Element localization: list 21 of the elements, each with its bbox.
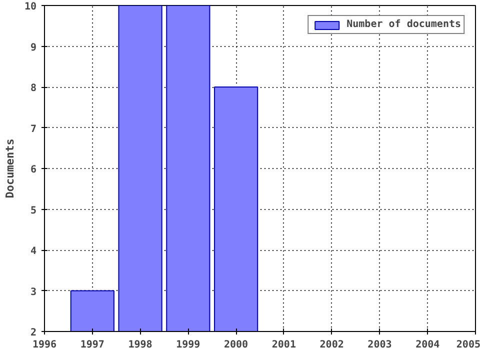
y-tick-label: 2	[30, 328, 37, 338]
x-tick-label: 2001	[272, 340, 296, 350]
legend-label: Number of documents	[346, 19, 461, 30]
x-tick-label: 2003	[368, 340, 392, 350]
y-axis-title: Documents	[3, 138, 16, 198]
y-tick-label: 4	[30, 246, 37, 257]
x-tick-label: 2005	[456, 340, 480, 350]
x-tick-label: 1996	[32, 340, 57, 350]
x-tick-label: 1999	[176, 340, 200, 350]
y-tick-label: 8	[30, 83, 37, 94]
x-tick-label: 1997	[80, 340, 104, 350]
y-tick-label: 5	[30, 205, 37, 216]
x-tick-label: 1998	[128, 340, 152, 350]
y-tick-label: 9	[30, 42, 37, 54]
y-tick-label: 3	[30, 286, 37, 298]
y-tick-label: 6	[30, 164, 37, 176]
y-tick-label: 10	[24, 2, 37, 12]
x-tick-label: 2000	[224, 340, 248, 350]
x-tick-label: 2004	[416, 340, 440, 350]
y-tick-label: 7	[30, 124, 37, 135]
x-tick-label: 2002	[320, 340, 344, 350]
